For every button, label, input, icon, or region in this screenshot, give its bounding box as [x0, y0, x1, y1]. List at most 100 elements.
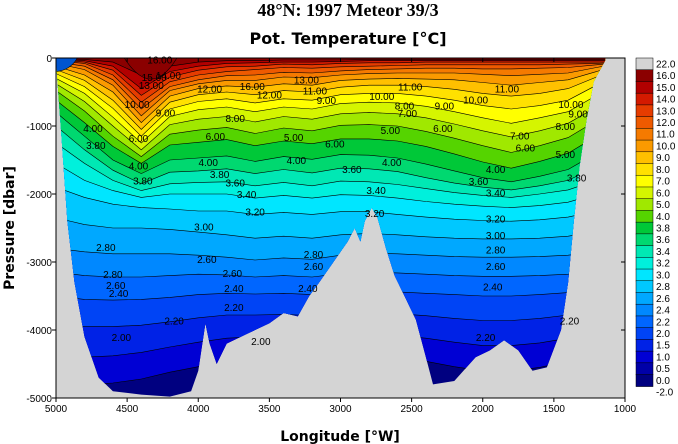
contour-label: 2.40: [483, 282, 503, 293]
contour-label: 2.20: [476, 333, 496, 344]
contour-label: 2.60: [223, 269, 243, 280]
colorbar-label: 10.0: [656, 141, 676, 152]
colorbar: 22.016.015.014.013.012.011.010.09.08.07.…: [635, 57, 676, 399]
chart-subtitle: Pot. Temperature [°C]: [249, 29, 446, 48]
colorbar-label: 2.6: [656, 294, 670, 305]
contour-label: 2.40: [109, 289, 129, 300]
colorbar-label: 11.0: [656, 130, 675, 141]
colorbar-swatch: [635, 198, 654, 211]
contour-label: 8.00: [225, 114, 245, 125]
colorbar-label: 3.8: [656, 224, 670, 235]
contour-label: 5.00: [284, 133, 304, 144]
contour-label: 10.00: [369, 92, 394, 103]
colorbar-swatch: [635, 221, 654, 235]
colorbar-label: 6.0: [656, 188, 670, 199]
contour-label: 2.20: [164, 316, 184, 327]
warm-core: [123, 58, 178, 80]
colorbar-swatch: [635, 339, 654, 352]
y-tick-label: -3000: [26, 258, 52, 269]
colorbar-swatch: [635, 104, 654, 118]
colorbar-label: 12.0: [656, 118, 676, 129]
contour-label: 6.00: [325, 140, 345, 151]
contour-label: 2.60: [197, 255, 217, 266]
y-tick-label: -4000: [26, 326, 52, 337]
contour-label: 2.80: [304, 250, 324, 261]
contour-label: 4.00: [83, 124, 103, 135]
colorbar-swatch: [635, 315, 654, 329]
contour-label: 4.00: [287, 156, 307, 167]
colorbar-swatch: [635, 362, 654, 376]
colorbar-label: 7.0: [656, 177, 670, 188]
colorbar-swatch: [635, 292, 654, 305]
contour-label: 13.00: [294, 76, 319, 87]
colorbar-swatch: [635, 163, 654, 176]
x-tick-label: 3500: [258, 404, 281, 415]
colorbar-swatch: [635, 327, 654, 340]
colorbar-swatch: [635, 280, 654, 294]
contour-label: 3.80: [567, 174, 587, 185]
contour-label: 11.00: [398, 83, 423, 94]
contour-label: 4.00: [486, 165, 506, 176]
colorbar-label: 3.0: [656, 270, 670, 281]
colorbar-label: 3.2: [656, 259, 670, 270]
colorbar-swatch: [635, 174, 654, 188]
x-tick-label: 1000: [614, 404, 637, 415]
x-tick-label: 2000: [472, 404, 495, 415]
contour-label: 13.00: [139, 81, 164, 92]
x-axis-ticks: 5000 4500 4000 3500 3000 2500 2000 1500 1000: [45, 58, 637, 415]
contour-label: 10.00: [463, 95, 488, 106]
colorbar-label: 9.0: [656, 153, 670, 164]
y-tick-label: -2000: [26, 190, 52, 201]
contour-label: 5.00: [381, 126, 401, 137]
x-tick-label: 4000: [187, 404, 210, 415]
contour-label: 9.00: [435, 102, 455, 113]
contour-label: 9.00: [156, 108, 176, 119]
y-tick-label: 0: [46, 54, 52, 65]
colorbar-swatch: [635, 245, 654, 258]
chart-title: 48°N: 1997 Meteor 39/3: [257, 0, 438, 20]
x-tick-label: 1500: [543, 404, 566, 415]
colorbar-label: -2.0: [656, 388, 674, 399]
colorbar-swatch: [635, 374, 654, 387]
colorbar-swatch: [635, 210, 654, 223]
contour-label: 16.00: [240, 82, 265, 93]
contour-label: 11.00: [495, 85, 520, 96]
contour-label: 8.00: [556, 122, 576, 133]
colorbar-label: 15.0: [656, 83, 676, 94]
colorbar-label: 0.0: [656, 376, 670, 387]
colorbar-label: 22.0: [656, 59, 676, 70]
x-axis-label: Longitude [°W]: [280, 429, 400, 444]
colorbar-label: 3.4: [656, 247, 670, 258]
y-axis-label: Pressure [dbar]: [2, 166, 18, 290]
colorbar-label: 8.0: [656, 165, 670, 176]
contour-label: 3.40: [486, 189, 506, 200]
colorbar-label: 3.6: [656, 235, 670, 246]
colorbar-swatch: [635, 128, 654, 141]
contour-label: 2.80: [103, 270, 123, 281]
contour-label: 7.00: [398, 109, 418, 120]
contour-label: 2.20: [560, 316, 580, 327]
colorbar-label: 2.2: [656, 317, 670, 328]
contour-label: 2.80: [96, 243, 116, 254]
contour-label: 3.80: [210, 170, 230, 181]
colorbar-label: 5.0: [656, 200, 670, 211]
contour-label: 10.00: [558, 100, 583, 111]
contour-label: 9.00: [317, 96, 337, 107]
colorbar-label: 13.0: [656, 106, 676, 117]
colorbar-swatch: [635, 303, 654, 317]
contour-label: 3.60: [469, 177, 489, 188]
colorbar-label: 14.0: [656, 95, 676, 106]
y-tick-label: -1000: [26, 122, 52, 133]
colorbar-swatch: [635, 350, 654, 364]
colorbar-swatch: [635, 257, 654, 270]
contour-label: 2.00: [251, 337, 271, 348]
contour-label: 4.00: [129, 161, 149, 172]
colorbar-swatch: [635, 233, 654, 247]
colorbar-swatch: [635, 116, 654, 129]
contour-label: 3.40: [237, 190, 257, 201]
contour-label: 15.00: [142, 73, 167, 84]
colorbar-swatch: [635, 92, 654, 106]
contour-label: 10.00: [125, 100, 150, 111]
contour-label: 3.60: [225, 178, 245, 189]
